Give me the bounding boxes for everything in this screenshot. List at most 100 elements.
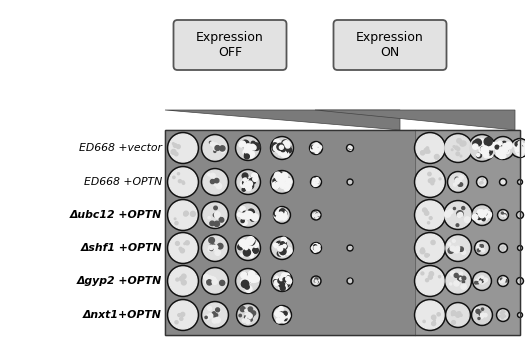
Circle shape <box>245 314 248 316</box>
Circle shape <box>454 208 456 210</box>
Circle shape <box>246 320 250 324</box>
Circle shape <box>350 282 351 283</box>
Circle shape <box>518 147 523 153</box>
Circle shape <box>314 247 318 250</box>
Circle shape <box>421 151 425 155</box>
Circle shape <box>272 143 279 149</box>
Circle shape <box>476 279 479 283</box>
Circle shape <box>517 277 523 284</box>
Circle shape <box>246 144 250 148</box>
Circle shape <box>476 309 480 314</box>
Circle shape <box>473 206 491 224</box>
Circle shape <box>282 215 287 219</box>
Circle shape <box>317 248 320 251</box>
Circle shape <box>245 213 250 218</box>
Circle shape <box>215 214 220 218</box>
Circle shape <box>420 249 425 254</box>
Circle shape <box>280 213 284 217</box>
Circle shape <box>242 173 248 179</box>
Circle shape <box>519 281 520 282</box>
Circle shape <box>458 184 461 186</box>
Circle shape <box>501 144 506 149</box>
Circle shape <box>236 236 260 260</box>
Circle shape <box>444 133 472 163</box>
Circle shape <box>503 215 505 217</box>
Circle shape <box>311 145 314 149</box>
Circle shape <box>502 214 504 216</box>
Circle shape <box>274 145 280 152</box>
Circle shape <box>472 272 491 291</box>
Circle shape <box>479 276 483 280</box>
Circle shape <box>312 178 320 186</box>
Circle shape <box>279 282 285 287</box>
Circle shape <box>480 210 484 213</box>
Circle shape <box>459 272 463 275</box>
Circle shape <box>244 244 252 252</box>
Circle shape <box>280 312 285 318</box>
Circle shape <box>212 277 214 279</box>
Circle shape <box>167 132 198 164</box>
Circle shape <box>316 180 319 183</box>
Circle shape <box>279 281 284 286</box>
Circle shape <box>415 166 446 198</box>
Circle shape <box>350 247 352 248</box>
Circle shape <box>506 150 509 154</box>
Circle shape <box>274 307 290 323</box>
Circle shape <box>448 243 450 245</box>
Circle shape <box>202 235 228 261</box>
Circle shape <box>202 134 228 162</box>
Circle shape <box>284 281 290 287</box>
Circle shape <box>502 154 506 158</box>
Circle shape <box>316 281 318 283</box>
Circle shape <box>287 276 290 279</box>
Circle shape <box>270 237 293 260</box>
Circle shape <box>248 275 254 281</box>
Circle shape <box>428 172 431 176</box>
Circle shape <box>246 211 250 215</box>
Circle shape <box>276 146 283 153</box>
Circle shape <box>349 280 351 282</box>
Circle shape <box>454 183 456 186</box>
Circle shape <box>282 211 287 216</box>
Circle shape <box>458 178 461 181</box>
Circle shape <box>500 145 506 151</box>
Circle shape <box>479 182 481 184</box>
Circle shape <box>285 178 291 184</box>
Circle shape <box>500 312 502 314</box>
Circle shape <box>519 146 523 150</box>
Circle shape <box>476 242 488 254</box>
Circle shape <box>482 215 488 220</box>
Circle shape <box>283 244 286 248</box>
Circle shape <box>516 147 520 152</box>
Circle shape <box>281 277 286 281</box>
Circle shape <box>253 275 259 282</box>
Circle shape <box>498 144 503 149</box>
Circle shape <box>423 208 427 212</box>
Circle shape <box>276 313 279 317</box>
Circle shape <box>280 278 284 282</box>
Circle shape <box>315 214 317 216</box>
Circle shape <box>468 134 496 162</box>
Circle shape <box>276 146 281 153</box>
Circle shape <box>279 145 284 149</box>
Circle shape <box>481 212 486 216</box>
Circle shape <box>237 213 241 216</box>
Circle shape <box>280 248 286 255</box>
Circle shape <box>284 284 287 287</box>
Circle shape <box>475 309 479 313</box>
Circle shape <box>279 180 282 183</box>
Circle shape <box>236 269 260 294</box>
Circle shape <box>312 277 320 284</box>
Circle shape <box>502 214 504 216</box>
Circle shape <box>476 217 481 222</box>
Circle shape <box>515 142 520 146</box>
Circle shape <box>481 182 483 184</box>
Circle shape <box>274 182 280 188</box>
Circle shape <box>279 250 285 256</box>
Circle shape <box>280 286 285 291</box>
Circle shape <box>280 182 286 188</box>
Circle shape <box>500 145 505 150</box>
Text: ED668 +OPTN: ED668 +OPTN <box>84 177 162 187</box>
Circle shape <box>244 279 248 283</box>
Circle shape <box>347 245 353 251</box>
